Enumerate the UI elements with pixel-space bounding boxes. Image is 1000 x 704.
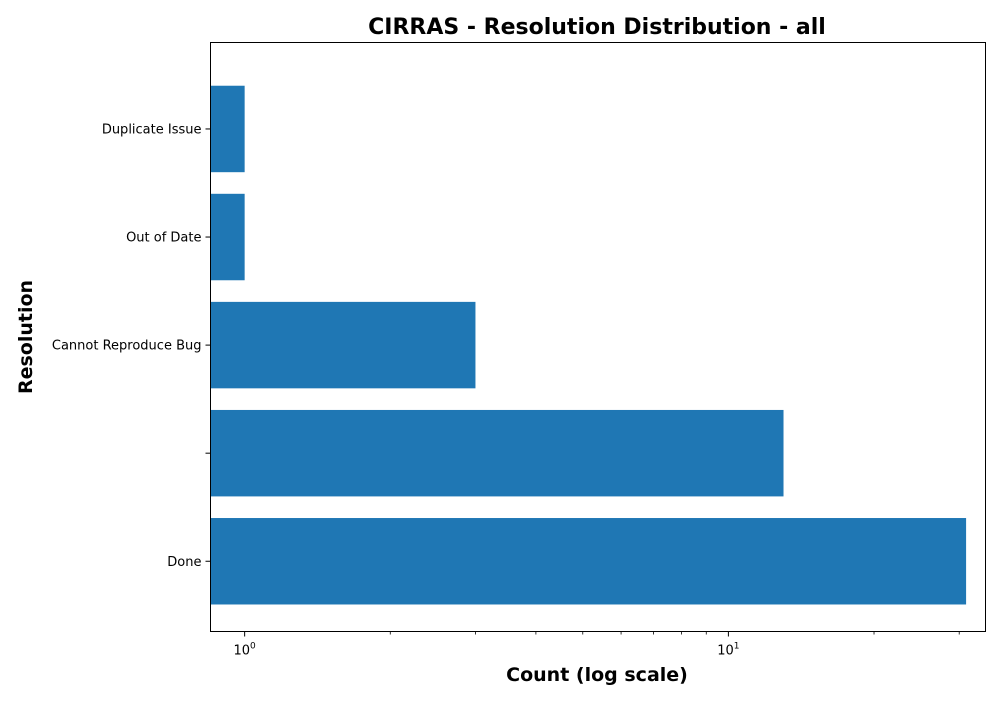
bar-4 xyxy=(210,85,245,173)
chart-title: CIRRAS - Resolution Distribution - all xyxy=(368,15,826,40)
x-tick-label-1: 101 xyxy=(717,642,739,659)
y-axis-label: Resolution xyxy=(15,280,37,394)
bar-3 xyxy=(210,193,245,281)
plot-frame xyxy=(210,42,986,632)
x-tick-label-0: 100 xyxy=(234,642,257,659)
bar-0 xyxy=(210,518,967,605)
y-tick-label-0: Done xyxy=(167,555,201,570)
bar-1 xyxy=(210,409,784,497)
y-tick-label-3: Out of Date xyxy=(126,231,201,246)
x-axis-label: Count (log scale) xyxy=(506,664,688,686)
bars-layer xyxy=(210,85,967,605)
y-tick-label-4: Duplicate Issue xyxy=(102,122,202,137)
ticks-layer: Done Cannot Reproduce Bug Out of Date Dupli… xyxy=(52,122,960,659)
y-tick-label-2: Cannot Reproduce Bug xyxy=(52,339,202,354)
bar-2 xyxy=(210,301,476,389)
